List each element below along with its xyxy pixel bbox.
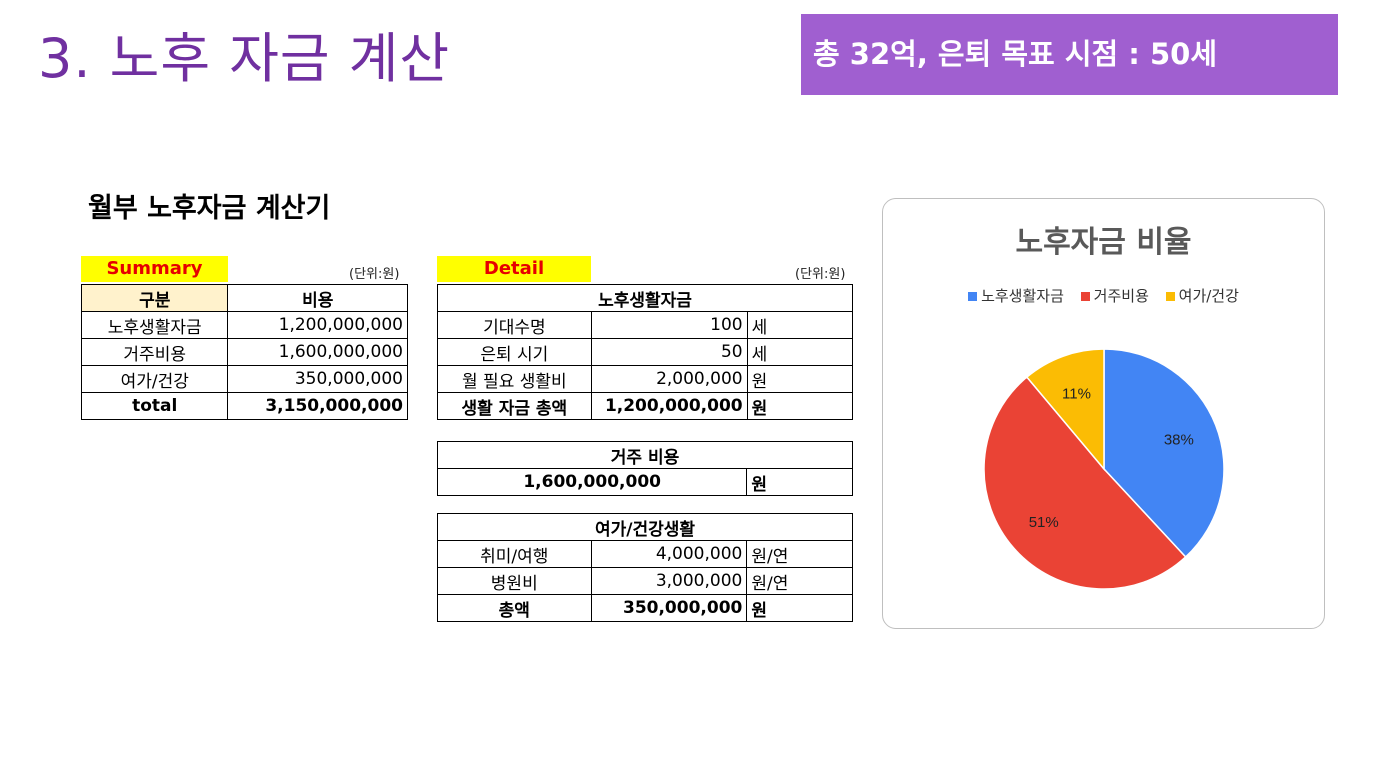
summary-total-label: total <box>80 392 229 420</box>
leisure-health-table: 여가/건강생활 취미/여행 4,000,000 원/연 병원비 3,000,00… <box>437 513 853 622</box>
housing-cost-title: 거주 비용 <box>437 441 853 469</box>
summary-unit-note: (단위:원) <box>349 267 400 282</box>
table-row: 노후생활자금 1,200,000,000 <box>80 311 408 339</box>
legend-item: 거주비용 <box>1080 287 1149 305</box>
living-total-name: 생활 자금 총액 <box>437 392 592 420</box>
chart-legend: 노후생활자금 거주비용 여가/건강 <box>883 285 1324 306</box>
living-row-value: 100 <box>590 311 748 339</box>
leisure-title-row: 여가/건강생활 <box>437 513 853 541</box>
living-row-unit: 세 <box>746 338 854 366</box>
summary-row-name: 여가/건강 <box>80 365 229 393</box>
table-row: 거주비용 1,600,000,000 <box>80 338 408 366</box>
leisure-health-title: 여가/건강생활 <box>437 513 853 541</box>
living-cost-title-row: 노후생활자금 <box>437 284 853 312</box>
table-row: 병원비 3,000,000 원/연 <box>437 567 853 595</box>
living-total-value: 1,200,000,000 <box>590 392 748 420</box>
summary-row-value: 350,000,000 <box>227 365 408 393</box>
housing-cost-unit: 원 <box>746 468 853 496</box>
leisure-row-name: 취미/여행 <box>437 540 592 568</box>
pie-slice <box>1025 348 1105 472</box>
leisure-total-row: 총액 350,000,000 원 <box>437 594 853 622</box>
chart-title: 노후자금 비율 <box>1015 225 1192 260</box>
summary-row-value: 1,200,000,000 <box>227 311 408 339</box>
pie-chart: 노후자금 비율 노후생활자금 거주비용 여가/건강 38% 51% 11% <box>882 198 1325 629</box>
detail-label: Detail <box>437 256 591 282</box>
housing-title-row: 거주 비용 <box>437 441 853 469</box>
summary-row-name: 노후생활자금 <box>80 311 229 339</box>
leisure-total-value: 350,000,000 <box>590 594 748 622</box>
living-row-value: 2,000,000 <box>590 365 748 393</box>
pie-slice <box>1103 348 1225 559</box>
living-row-unit: 세 <box>746 311 854 339</box>
legend-swatch <box>1080 292 1090 301</box>
leisure-row-unit: 원/연 <box>746 540 853 568</box>
living-row-value: 50 <box>590 338 748 366</box>
legend-swatch <box>968 292 978 301</box>
table-row: 은퇴 시기 50 세 <box>437 338 854 366</box>
living-cost-table: 노후생활자금 기대수명 100 세 은퇴 시기 50 세 월 필요 생활비 2,… <box>437 284 854 420</box>
summary-header-category: 구분 <box>80 284 229 312</box>
housing-cost-value: 1,600,000,000 <box>436 468 748 496</box>
table-row: 여가/건강 350,000,000 <box>80 365 408 393</box>
legend-label: 노후생활자금 <box>981 287 1064 305</box>
summary-row-value: 1,600,000,000 <box>227 338 408 366</box>
table-row: 월 필요 생활비 2,000,000 원 <box>437 365 854 393</box>
living-row-name: 은퇴 시기 <box>437 338 592 366</box>
leisure-row-unit: 원/연 <box>746 567 853 595</box>
goal-badge: 총 32억, 은퇴 목표 시점 : 50세 <box>801 14 1338 95</box>
housing-cost-table: 거주 비용 1,600,000,000 원 <box>436 441 853 496</box>
pie-slice-label: 38% <box>1164 432 1194 449</box>
table-row: 기대수명 100 세 <box>437 311 854 339</box>
leisure-row-value: 3,000,000 <box>590 567 748 595</box>
summary-row-name: 거주비용 <box>80 338 229 366</box>
leisure-row-name: 병원비 <box>437 567 592 595</box>
pie-slice-label: 51% <box>1029 514 1059 531</box>
legend-label: 여가/건강 <box>1178 287 1239 305</box>
table-row: 취미/여행 4,000,000 원/연 <box>437 540 853 568</box>
summary-table: 구분 비용 노후생활자금 1,200,000,000 거주비용 1,600,00… <box>80 284 408 420</box>
sheet-title: 월부 노후자금 계산기 <box>88 193 331 224</box>
pie-slice-label: 11% <box>1062 385 1091 402</box>
legend-item: 여가/건강 <box>1165 287 1239 305</box>
living-row-unit: 원 <box>746 365 854 393</box>
pie-plot: 38% 51% 11% <box>983 348 1225 590</box>
living-row-name: 기대수명 <box>437 311 592 339</box>
summary-total-value: 3,150,000,000 <box>227 392 408 420</box>
summary-label: Summary <box>81 256 228 282</box>
leisure-row-value: 4,000,000 <box>590 540 748 568</box>
living-cost-title: 노후생활자금 <box>437 284 853 312</box>
summary-header-cost: 비용 <box>227 284 408 312</box>
slide-title: 3. 노후 자금 계산 <box>38 27 451 90</box>
detail-unit-note: (단위:원) <box>795 267 846 282</box>
living-total-row: 생활 자금 총액 1,200,000,000 원 <box>437 392 854 420</box>
legend-swatch <box>1165 292 1175 301</box>
living-row-name: 월 필요 생활비 <box>437 365 592 393</box>
housing-value-row: 1,600,000,000 원 <box>436 468 853 496</box>
leisure-total-unit: 원 <box>746 594 853 622</box>
summary-total-row: total 3,150,000,000 <box>80 392 408 420</box>
legend-item: 노후생활자금 <box>968 287 1064 305</box>
legend-label: 거주비용 <box>1093 287 1149 305</box>
living-total-unit: 원 <box>746 392 854 420</box>
leisure-total-name: 총액 <box>437 594 592 622</box>
pie-slice <box>983 376 1187 590</box>
summary-header-row: 구분 비용 <box>80 284 408 312</box>
